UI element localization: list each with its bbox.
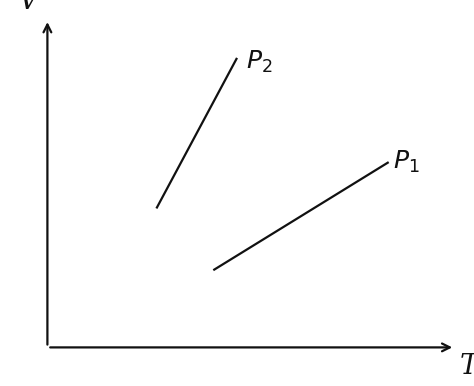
Text: $P_1$: $P_1$ bbox=[393, 149, 420, 175]
Text: V: V bbox=[18, 0, 38, 15]
Text: $P_2$: $P_2$ bbox=[246, 49, 273, 75]
Text: T: T bbox=[460, 353, 474, 380]
